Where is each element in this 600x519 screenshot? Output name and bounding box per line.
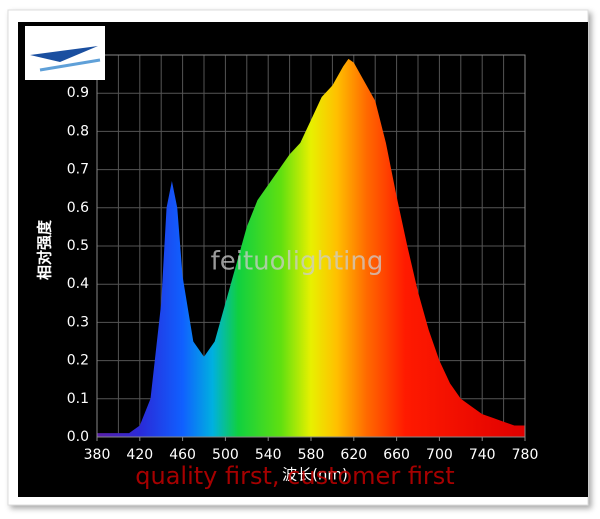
spectrum-area: [97, 58, 525, 437]
x-tick-label: 500: [212, 447, 239, 463]
y-tick-label: 0.7: [67, 162, 89, 178]
x-tick-label: 420: [126, 447, 153, 463]
x-tick-label: 700: [426, 447, 453, 463]
y-tick-label: 0.4: [67, 276, 89, 292]
y-tick-label: 0.0: [67, 429, 89, 445]
x-tick-label: 740: [469, 447, 496, 463]
x-tick-label: 660: [383, 447, 410, 463]
x-axis-label: 波长(nm): [282, 466, 348, 484]
y-tick-label: 0.9: [67, 85, 89, 101]
logo-mark: [30, 46, 98, 62]
x-tick-label: 620: [340, 447, 367, 463]
y-tick-label: 0.1: [67, 391, 89, 407]
y-tick-label: 0.6: [67, 200, 89, 216]
x-tick-label: 580: [298, 447, 325, 463]
x-tick-label: 780: [512, 447, 539, 463]
slogan: quality first, customer first: [135, 462, 454, 490]
x-tick-label: 380: [84, 447, 111, 463]
logo: [25, 26, 105, 80]
y-tick-label: 0.8: [67, 123, 89, 139]
x-tick-label: 540: [255, 447, 282, 463]
y-tick-label: 0.5: [67, 238, 89, 254]
y-tick-label: 0.2: [67, 353, 89, 369]
logo-swoosh: [39, 58, 101, 72]
watermark: feituolighting: [211, 247, 384, 277]
y-tick-label: 0.3: [67, 314, 89, 330]
x-tick-label: 460: [169, 447, 196, 463]
y-axis-label: 相对强度: [36, 219, 54, 280]
